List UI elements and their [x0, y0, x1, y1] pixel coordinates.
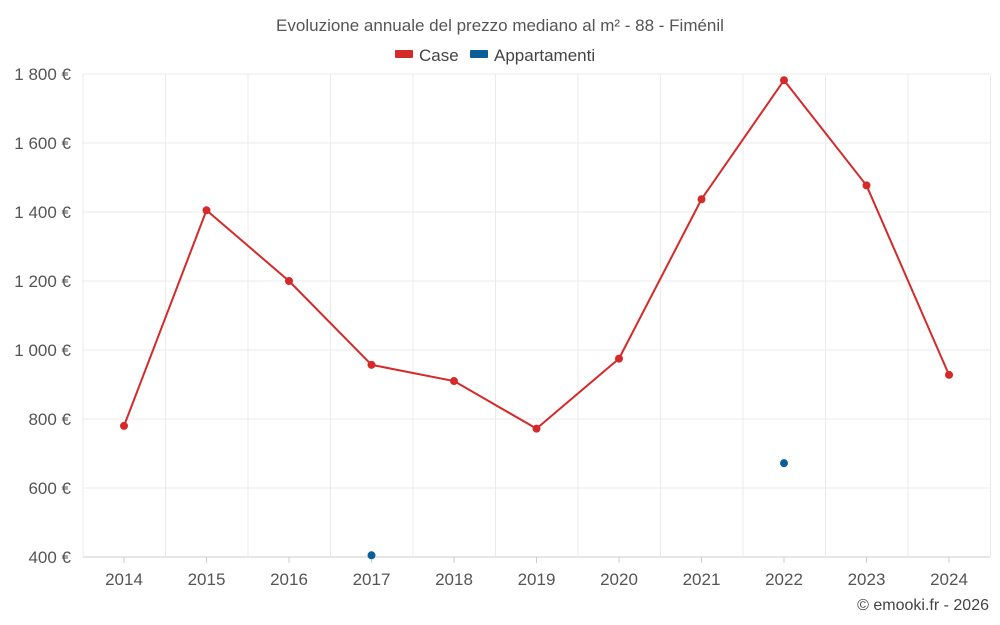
data-point-case[interactable]	[202, 206, 211, 215]
x-tick-label: 2015	[188, 570, 226, 589]
y-tick-label: 1 200 €	[14, 272, 71, 291]
grid	[82, 73, 991, 558]
data-point-case[interactable]	[532, 424, 541, 433]
data-point-appartamenti[interactable]	[367, 551, 376, 560]
data-point-appartamenti[interactable]	[780, 459, 788, 468]
x-axis-labels: 2014 2015 2016 2017 2018 2019 2020 2021 2022 2023…	[105, 557, 968, 589]
legend-label-case: Case	[419, 46, 459, 65]
data-point-case[interactable]	[285, 277, 293, 285]
x-tick-label: 2018	[435, 570, 473, 589]
x-tick-label: 2019	[518, 570, 556, 589]
legend-swatch-appartamenti	[470, 50, 488, 58]
legend-label-appartamenti: Appartamenti	[494, 46, 595, 65]
x-tick-label: 2014	[105, 570, 143, 589]
x-tick-label: 2016	[270, 570, 308, 589]
data-point-case[interactable]	[780, 76, 788, 85]
x-tick-label: 2017	[353, 570, 391, 589]
data-point-case[interactable]	[615, 354, 623, 363]
x-tick-label: 2024	[930, 570, 968, 589]
y-tick-label: 400 €	[28, 548, 71, 567]
y-tick-label: 1 800 €	[14, 65, 71, 84]
data-point-case[interactable]	[945, 370, 953, 379]
x-tick-label: 2023	[848, 570, 886, 589]
chart-title: Evoluzione annuale del prezzo mediano al…	[276, 16, 724, 35]
legend-item-appartamenti[interactable]: Appartamenti	[470, 46, 595, 65]
data-point-case[interactable]	[697, 195, 706, 204]
legend: Case Appartamenti	[395, 46, 595, 65]
y-tick-label: 800 €	[28, 410, 71, 429]
legend-swatch-case	[395, 50, 413, 58]
x-tick-label: 2022	[765, 570, 803, 589]
data-point-case[interactable]	[862, 181, 871, 190]
y-tick-label: 1 000 €	[14, 341, 71, 360]
y-tick-label: 1 400 €	[14, 203, 71, 222]
data-point-case[interactable]	[450, 377, 458, 386]
x-tick-label: 2020	[600, 570, 638, 589]
data-point-case[interactable]	[367, 360, 376, 369]
plot-area	[120, 76, 953, 560]
legend-item-case[interactable]: Case	[395, 46, 459, 65]
x-tick-label: 2021	[683, 570, 721, 589]
credit: © emooki.fr - 2026	[857, 597, 989, 614]
y-axis-labels: 400 € 600 € 800 € 1 000 € 1 200 € 1 400 € 1 60…	[14, 65, 71, 567]
y-tick-label: 1 600 €	[14, 134, 71, 153]
data-point-case[interactable]	[120, 421, 128, 430]
y-tick-label: 600 €	[28, 479, 71, 498]
